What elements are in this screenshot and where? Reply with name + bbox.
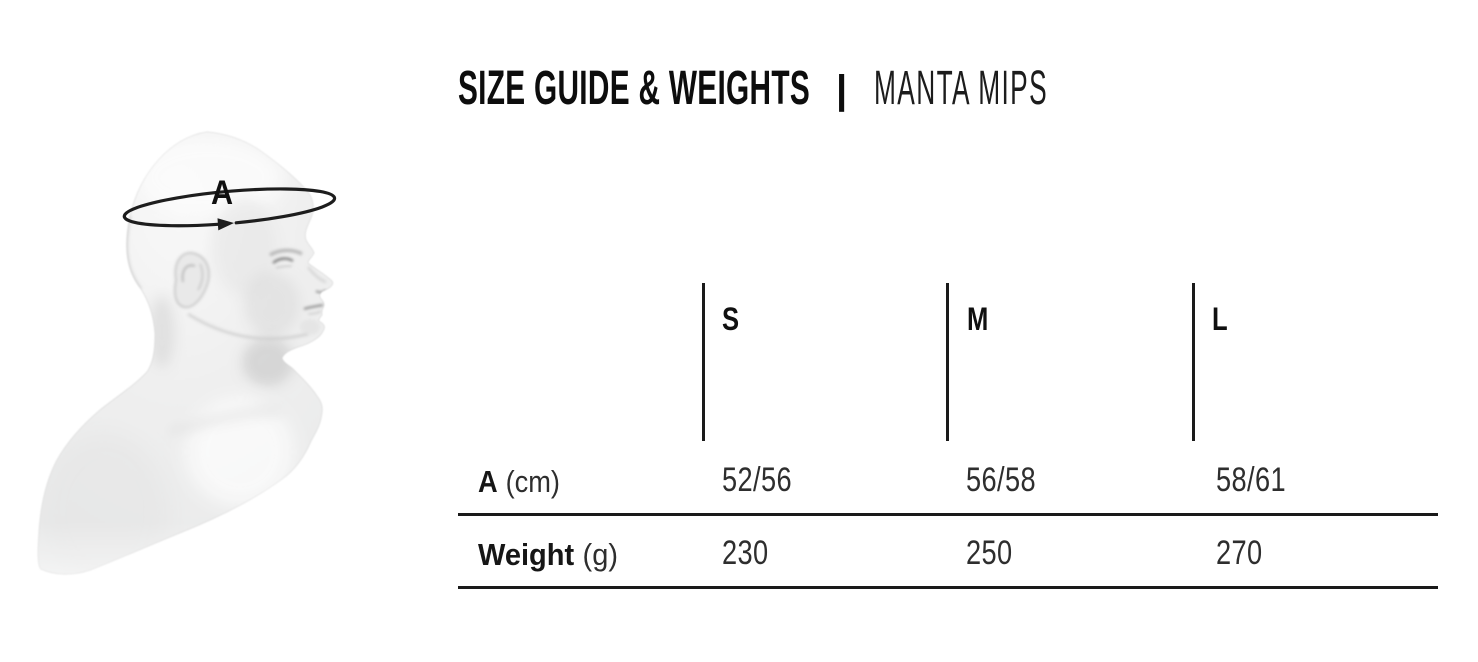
- table-bottom-rule: [458, 586, 1438, 589]
- cell-circumference-m: 56/58: [966, 461, 1037, 499]
- column-header-l: L: [1212, 301, 1228, 337]
- cell-weight-m: 250: [966, 534, 1013, 572]
- cell-circumference-s: 52/56: [722, 461, 793, 499]
- column-header-s: S: [722, 301, 740, 337]
- row-label-head-circumference: A (cm): [478, 464, 560, 500]
- row-label-weight-text: Weight: [478, 537, 575, 572]
- mouth: [303, 303, 324, 311]
- column-divider-m: [946, 283, 949, 441]
- measurement-label-a: A: [211, 174, 233, 212]
- column-divider-l: [1192, 283, 1195, 441]
- product-name: MANTA MIPS: [874, 62, 1048, 115]
- mannequin-bust-illustration: A: [37, 131, 337, 575]
- page-title: SIZE GUIDE & WEIGHTS: [458, 62, 810, 115]
- title-separator: |: [836, 68, 848, 112]
- row-unit-cm: (cm): [505, 464, 560, 499]
- eye: [272, 257, 294, 264]
- row-unit-g: (g): [582, 537, 618, 572]
- row-label-weight: Weight (g): [478, 537, 618, 573]
- measurement-arrow-icon: [122, 187, 337, 231]
- cell-circumference-l: 58/61: [1216, 461, 1287, 499]
- column-header-m: M: [967, 301, 989, 337]
- column-divider-s: [702, 283, 705, 441]
- row-divider-rule: [458, 513, 1438, 516]
- eyebrow: [269, 248, 303, 257]
- cell-weight-l: 270: [1216, 534, 1263, 572]
- row-label-letter: A: [478, 464, 498, 499]
- cell-weight-s: 230: [722, 534, 769, 572]
